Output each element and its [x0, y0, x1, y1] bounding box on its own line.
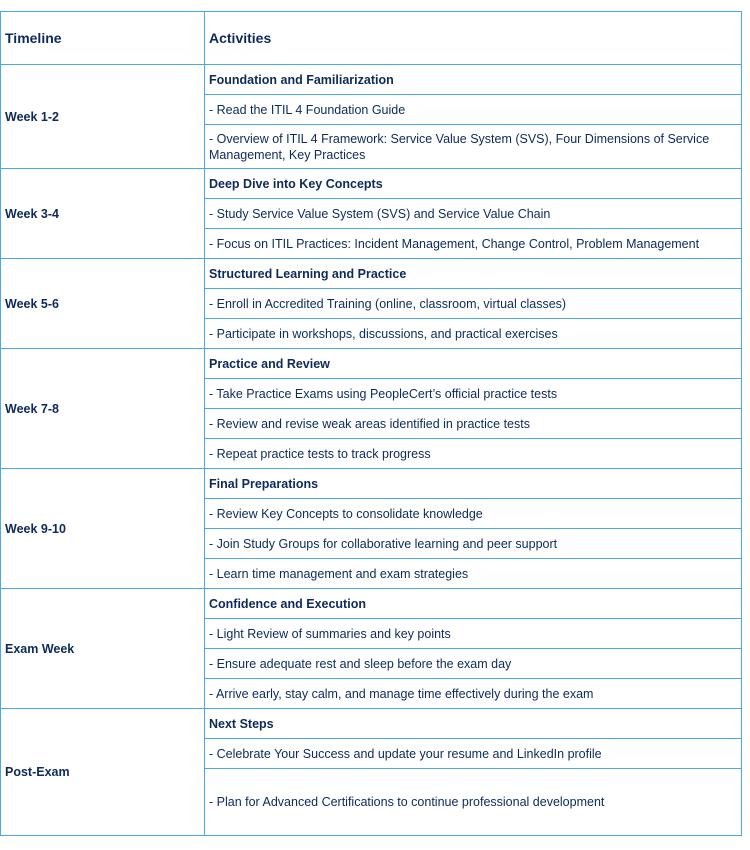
table-row: Week 9-10 Final Preparations [0, 468, 742, 589]
activities-column-header: Activities [204, 11, 742, 65]
table-row: - Celebrate Your Success and update your… [1, 738, 742, 769]
timeline-column-header: Timeline [0, 11, 205, 65]
table-row: Week 5-6 Structured Learning and Practic… [0, 258, 742, 349]
activity-item: - Enroll in Accredited Training (online,… [204, 288, 742, 319]
activity-item: - Participate in workshops, discussions,… [204, 318, 742, 349]
timeline-cell: Post-Exam [0, 708, 205, 836]
table-row: Week 7-8 Practice and Review [0, 348, 742, 469]
activity-item: - Overview of ITIL 4 Framework: Service … [204, 124, 742, 169]
table-row: Exam Week Confidence and Execution [0, 588, 742, 709]
table-row: - Read the ITIL 4 Foundation Guide [1, 94, 742, 125]
phase-heading: Final Preparations [204, 468, 742, 499]
activity-item: - Focus on ITIL Practices: Incident Mana… [204, 228, 742, 259]
activity-item: - Learn time management and exam strateg… [204, 558, 742, 589]
activity-item: - Study Service Value System (SVS) and S… [204, 198, 742, 229]
table-row: - Review Key Concepts to consolidate kno… [1, 498, 742, 529]
timeline-cell: Week 5-6 [0, 258, 205, 349]
schedule-table-wrapper: Timeline Activities Week 1-2 Foundation … [0, 11, 742, 836]
table-row: - Overview of ITIL 4 Framework: Service … [1, 124, 742, 169]
table-row: - Ensure adequate rest and sleep before … [1, 648, 742, 679]
timeline-cell: Week 9-10 [0, 468, 205, 589]
phase-heading: Structured Learning and Practice [204, 258, 742, 289]
activity-item: - Plan for Advanced Certifications to co… [204, 768, 742, 836]
table-row: - Review and revise weak areas identifie… [1, 408, 742, 439]
table-row: - Take Practice Exams using PeopleCert’s… [1, 378, 742, 409]
activity-item: - Celebrate Your Success and update your… [204, 738, 742, 769]
timeline-cell: Exam Week [0, 588, 205, 709]
activity-item: - Read the ITIL 4 Foundation Guide [204, 94, 742, 125]
activity-item: - Repeat practice tests to track progres… [204, 438, 742, 469]
table-row: - Focus on ITIL Practices: Incident Mana… [1, 228, 742, 259]
table-row: Week 1-2 Foundation and Familiarization [0, 64, 742, 169]
activity-item: - Review and revise weak areas identifie… [204, 408, 742, 439]
table-row: Post-Exam Next Steps [0, 708, 742, 836]
timeline-cell: Week 7-8 [0, 348, 205, 469]
phase-heading: Deep Dive into Key Concepts [204, 168, 742, 199]
table-row: Week 3-4 Deep Dive into Key Concepts [0, 168, 742, 259]
activity-item: - Take Practice Exams using PeopleCert’s… [204, 378, 742, 409]
table-row: - Study Service Value System (SVS) and S… [1, 198, 742, 229]
phase-heading: Confidence and Execution [204, 588, 742, 619]
table-row: - Plan for Advanced Certifications to co… [1, 768, 742, 836]
timeline-cell: Week 3-4 [0, 168, 205, 259]
activity-item: - Arrive early, stay calm, and manage ti… [204, 678, 742, 709]
table-row: - Learn time management and exam strateg… [1, 558, 742, 589]
table-header-row: Timeline Activities [0, 11, 742, 65]
activity-item: - Join Study Groups for collaborative le… [204, 528, 742, 559]
phase-heading: Practice and Review [204, 348, 742, 379]
activity-item: - Review Key Concepts to consolidate kno… [204, 498, 742, 529]
table-row: - Join Study Groups for collaborative le… [1, 528, 742, 559]
phase-heading: Next Steps [204, 708, 742, 739]
activity-item: - Ensure adequate rest and sleep before … [204, 648, 742, 679]
schedule-table: Timeline Activities Week 1-2 Foundation … [0, 11, 742, 836]
activity-item: - Light Review of summaries and key poin… [204, 618, 742, 649]
phase-heading: Foundation and Familiarization [204, 64, 742, 95]
timeline-cell: Week 1-2 [0, 64, 205, 169]
